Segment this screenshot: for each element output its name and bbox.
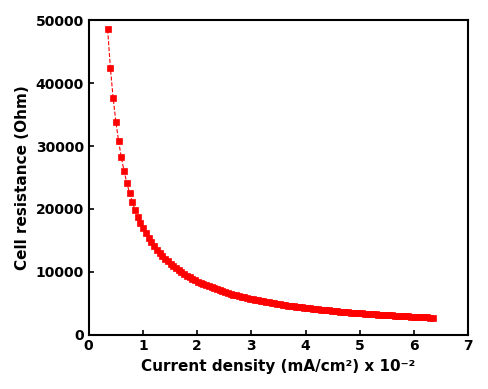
X-axis label: Current density (mA/cm²) x 10⁻²: Current density (mA/cm²) x 10⁻² bbox=[142, 359, 416, 374]
Y-axis label: Cell resistance (Ohm): Cell resistance (Ohm) bbox=[15, 85, 30, 270]
